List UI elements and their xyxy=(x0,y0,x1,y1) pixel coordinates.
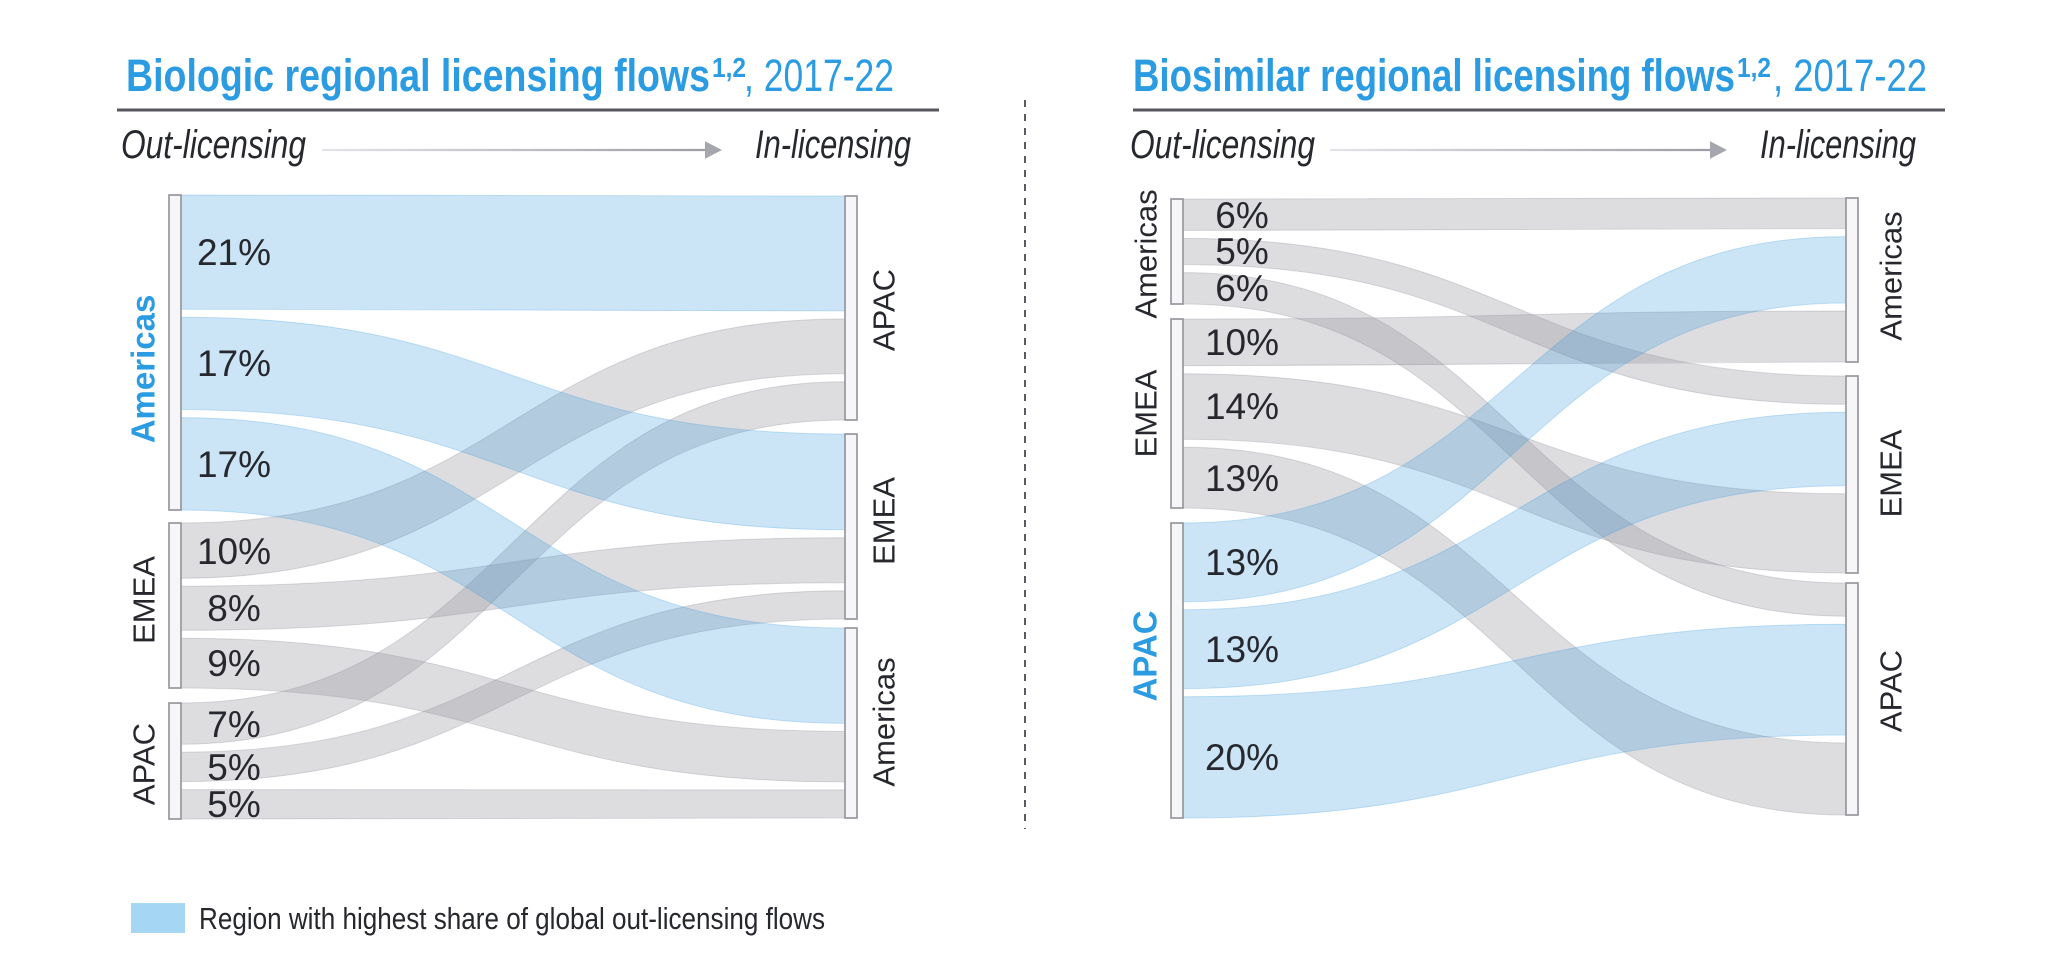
svg-text:9%: 9% xyxy=(207,643,260,684)
svg-text:1,2: 1,2 xyxy=(1737,52,1771,83)
svg-text:1,2: 1,2 xyxy=(712,52,746,83)
svg-text:, 2017-22: , 2017-22 xyxy=(1773,50,1927,101)
svg-text:Out-licensing: Out-licensing xyxy=(1130,123,1315,167)
svg-text:Americas: Americas xyxy=(125,295,162,444)
svg-text:Out-licensing: Out-licensing xyxy=(121,123,306,167)
svg-text:10%: 10% xyxy=(197,531,271,572)
svg-text:17%: 17% xyxy=(197,444,271,485)
svg-text:Americas: Americas xyxy=(867,657,902,786)
svg-text:APAC: APAC xyxy=(1127,610,1164,701)
svg-text:10%: 10% xyxy=(1205,322,1279,363)
svg-text:20%: 20% xyxy=(1205,737,1279,778)
svg-text:In-licensing: In-licensing xyxy=(755,123,911,167)
svg-text:APAC: APAC xyxy=(1874,650,1909,732)
svg-text:14%: 14% xyxy=(1205,386,1279,427)
svg-text:APAC: APAC xyxy=(127,723,162,805)
svg-text:8%: 8% xyxy=(207,588,260,629)
svg-text:Region with highest share of g: Region with highest share of global out-… xyxy=(199,901,825,936)
svg-text:APAC: APAC xyxy=(867,269,902,351)
svg-text:, 2017-22: , 2017-22 xyxy=(744,50,894,101)
svg-text:6%: 6% xyxy=(1215,268,1268,309)
svg-text:EMEA: EMEA xyxy=(1874,429,1909,517)
svg-text:EMEA: EMEA xyxy=(127,556,162,644)
svg-text:5%: 5% xyxy=(207,747,260,788)
svg-text:EMEA: EMEA xyxy=(867,477,902,565)
svg-text:13%: 13% xyxy=(1205,542,1279,583)
svg-text:7%: 7% xyxy=(207,704,260,745)
svg-text:Biosimilar regional licensing: Biosimilar regional licensing flows xyxy=(1133,50,1735,101)
svg-text:Biologic regional licensing fl: Biologic regional licensing flows xyxy=(126,50,710,101)
svg-text:In-licensing: In-licensing xyxy=(1760,123,1916,167)
svg-text:Americas: Americas xyxy=(1129,189,1164,318)
svg-text:13%: 13% xyxy=(1205,629,1279,670)
svg-text:13%: 13% xyxy=(1205,458,1279,499)
svg-text:5%: 5% xyxy=(207,784,260,825)
svg-text:21%: 21% xyxy=(197,232,271,273)
svg-text:5%: 5% xyxy=(1215,231,1268,272)
svg-text:Americas: Americas xyxy=(1874,211,1909,340)
svg-text:EMEA: EMEA xyxy=(1129,369,1164,457)
svg-text:6%: 6% xyxy=(1215,195,1268,236)
svg-text:17%: 17% xyxy=(197,343,271,384)
